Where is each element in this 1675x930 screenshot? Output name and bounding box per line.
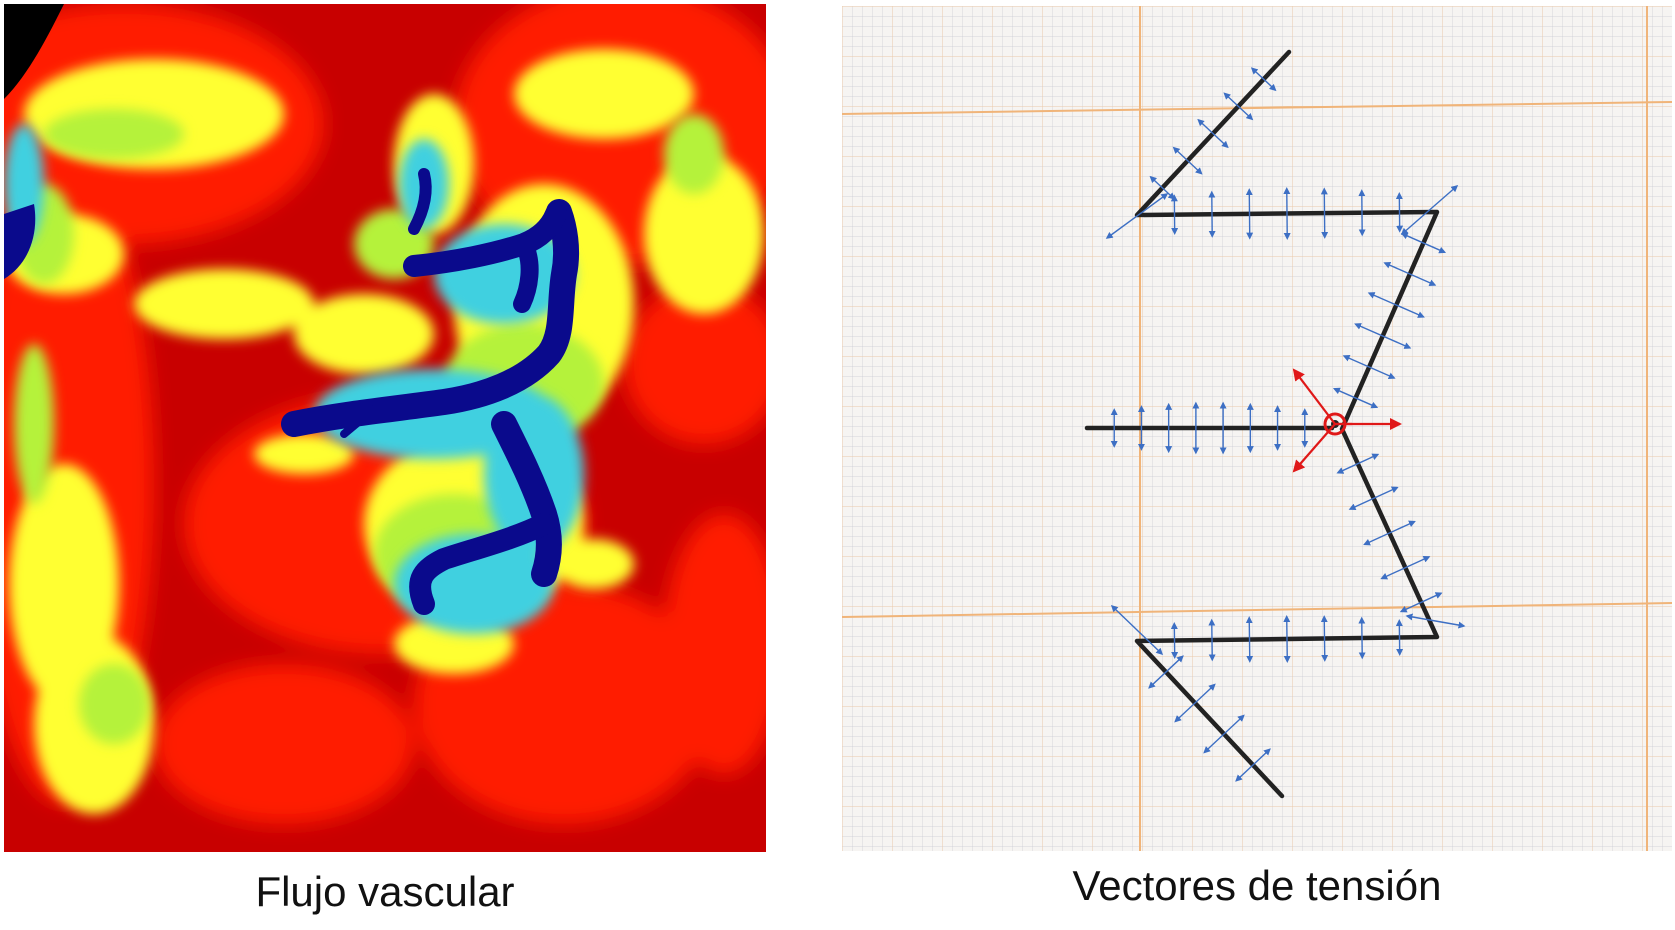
tension-vector (1363, 520, 1416, 546)
tension-vectors-caption: Vectores de tensión (1072, 862, 1442, 909)
vascular-flow-heatmap (4, 4, 766, 852)
resultant-vector (1292, 423, 1336, 473)
tension-vector (1367, 292, 1425, 318)
tension-vector (1208, 618, 1216, 662)
tension-vector (1197, 118, 1229, 149)
tension-vector (1283, 187, 1291, 240)
tension-vector (1354, 323, 1412, 349)
resultant-vector (1292, 368, 1336, 425)
tension-vector (1348, 486, 1399, 511)
corner-tension-vector (1405, 613, 1466, 629)
tension-vectors-image (842, 6, 1672, 851)
tension-vector (1172, 146, 1203, 175)
tension-vector (1245, 616, 1254, 663)
tension-vector (1235, 748, 1271, 782)
tension-vector (1332, 387, 1379, 409)
tension-vector (1203, 714, 1245, 754)
tension-vector (1380, 555, 1431, 580)
corner-tension-vector (1110, 604, 1164, 656)
tension-vector (1336, 453, 1380, 474)
tension-vector (1174, 683, 1216, 723)
vascular-flow-caption: Flujo vascular (255, 868, 515, 915)
corner-tension-vector (1400, 185, 1459, 235)
heatmap-dark-corner (4, 4, 64, 279)
tension-vector (1250, 67, 1277, 92)
tension-vectors-drawing (842, 6, 1672, 851)
resultant-vectors (1292, 368, 1402, 473)
heatmap-blue-vessels (281, 168, 580, 615)
tension-vector (1400, 232, 1447, 254)
tension-vector (1342, 355, 1396, 379)
tension-vector (1320, 615, 1329, 662)
tension-vectors (1105, 67, 1466, 782)
vascular-flow-image (4, 4, 766, 852)
tension-vector (1283, 615, 1291, 663)
corner-tension-vector (1105, 193, 1169, 239)
tension-vector (1399, 592, 1443, 613)
tension-vector (1149, 175, 1176, 200)
tension-vector (1358, 616, 1366, 660)
tension-vector (1148, 655, 1184, 689)
tension-vector (1223, 92, 1254, 121)
tension-vector (1383, 262, 1437, 286)
